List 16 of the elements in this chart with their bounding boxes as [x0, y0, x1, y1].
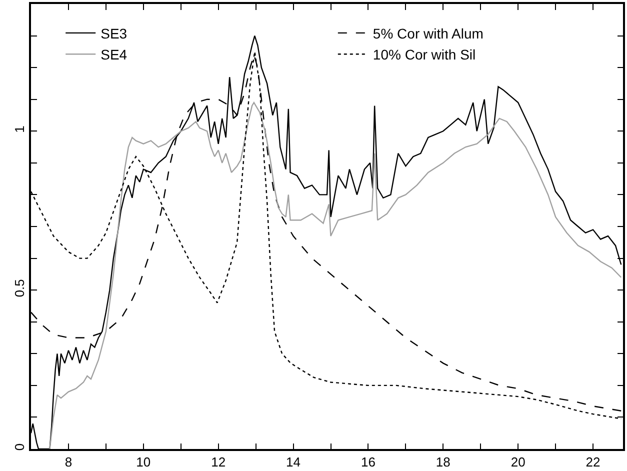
- x-tick-label: 20: [510, 454, 526, 470]
- legend-label: SE3: [100, 25, 128, 42]
- legend-label: 10% Cor with Sil: [372, 46, 476, 63]
- x-tick-label: 12: [211, 454, 226, 470]
- x-tick-label: 18: [436, 454, 450, 470]
- legend-label: 5% Cor with Alum: [372, 25, 484, 42]
- x-tick-label: 14: [286, 454, 301, 470]
- y-tick-label: 0: [12, 443, 28, 451]
- y-tick-label: 1: [12, 126, 28, 133]
- x-tick-label: 16: [360, 454, 376, 470]
- x-tick-label: 10: [136, 454, 151, 470]
- x-tick-label: 22: [586, 454, 600, 470]
- line-series: [49, 102, 622, 449]
- y-tick-label: 0.5: [12, 279, 28, 298]
- legend-label: SE4: [100, 46, 128, 63]
- x-tick-label: 8: [64, 454, 72, 470]
